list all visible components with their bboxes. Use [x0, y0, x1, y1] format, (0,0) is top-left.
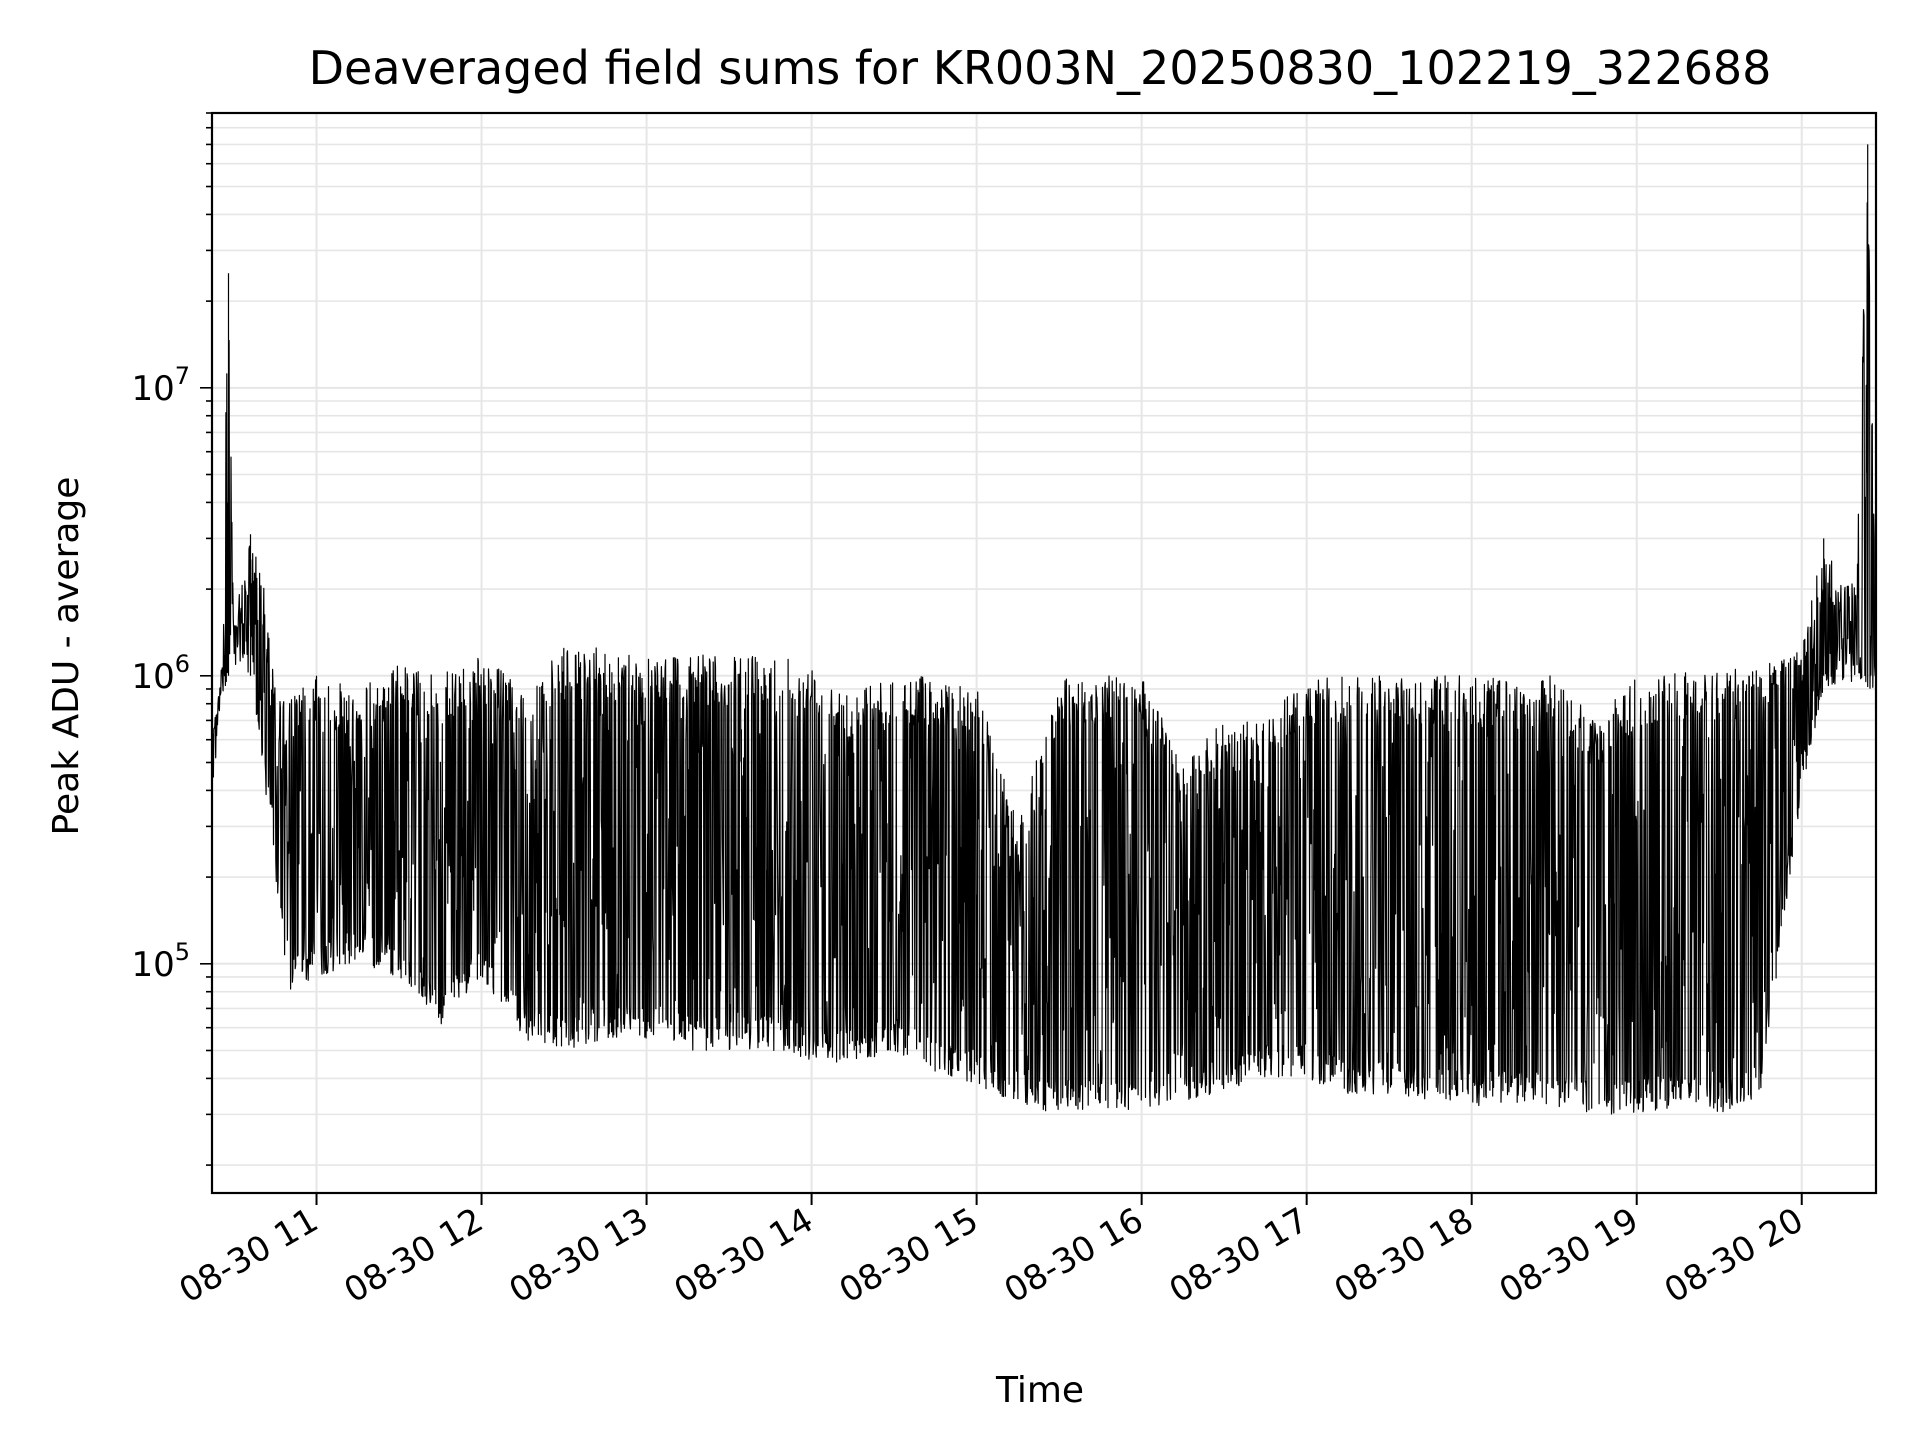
- x-tick-label: 08-30 16: [998, 1200, 1150, 1311]
- plot-frame: [210, 111, 1878, 1195]
- chart-title: Deaveraged field sums for KR003N_2025083…: [309, 41, 1772, 95]
- x-tick-label: 08-30 14: [668, 1200, 820, 1311]
- x-tick-label: 08-30 19: [1493, 1200, 1645, 1311]
- y-axis-label: Peak ADU - average: [46, 477, 87, 836]
- x-tick-label: 08-30 13: [503, 1200, 655, 1311]
- x-tick-label: 08-30 11: [173, 1200, 325, 1311]
- x-tick-label: 08-30 15: [833, 1200, 985, 1311]
- x-tick-label: 08-30 18: [1328, 1200, 1480, 1311]
- y-tick-label: 105: [131, 938, 190, 985]
- data-line: [212, 144, 1876, 1115]
- x-tick-label: 08-30 17: [1163, 1200, 1315, 1311]
- x-axis-label: Time: [995, 1370, 1084, 1411]
- series-line: [212, 144, 1876, 1115]
- x-tick-label: 08-30 20: [1658, 1200, 1810, 1311]
- y-tick-label: 107: [131, 362, 190, 409]
- y-tick-label: 106: [131, 650, 190, 697]
- x-tick-label: 08-30 12: [338, 1200, 490, 1311]
